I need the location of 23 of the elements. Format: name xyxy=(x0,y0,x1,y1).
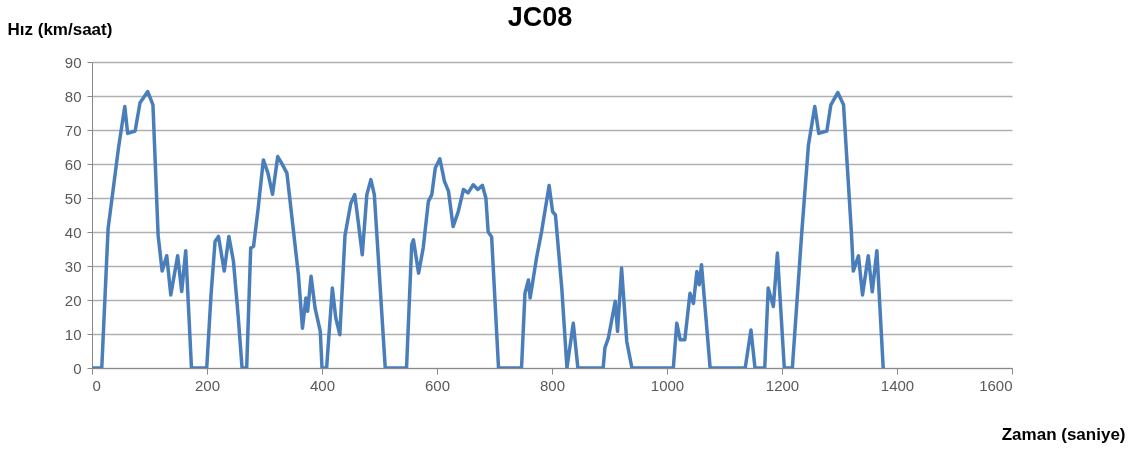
y-tick-label: 30 xyxy=(64,257,82,275)
y-tick-label: 0 xyxy=(73,359,82,377)
y-tick-label: 70 xyxy=(64,121,82,139)
y-tick-label: 60 xyxy=(64,155,82,173)
x-tick-label: 600 xyxy=(424,376,451,394)
y-tick-label: 90 xyxy=(64,53,82,71)
x-axis-title: Zaman (saniye) xyxy=(1001,424,1126,444)
chart-title: JC08 xyxy=(507,2,573,32)
x-tick-label: 400 xyxy=(309,376,336,394)
y-tick-label: 50 xyxy=(64,189,82,207)
x-tick-label: 800 xyxy=(539,376,566,394)
x-tick-label: 0 xyxy=(92,376,101,394)
y-axis-title: Hız (km/saat) xyxy=(7,19,113,39)
line-series xyxy=(92,89,885,368)
y-tick-label: 10 xyxy=(64,325,82,343)
x-tick-label: 200 xyxy=(194,376,221,394)
x-tick-label: 1600 xyxy=(979,376,1013,394)
x-tick-label: 1400 xyxy=(880,376,915,394)
y-tick-label: 40 xyxy=(64,223,82,241)
x-tick-label: 1000 xyxy=(650,376,685,394)
x-tick-label: 1200 xyxy=(765,376,800,394)
y-tick-label: 20 xyxy=(64,291,82,309)
y-tick-label: 80 xyxy=(64,87,82,105)
